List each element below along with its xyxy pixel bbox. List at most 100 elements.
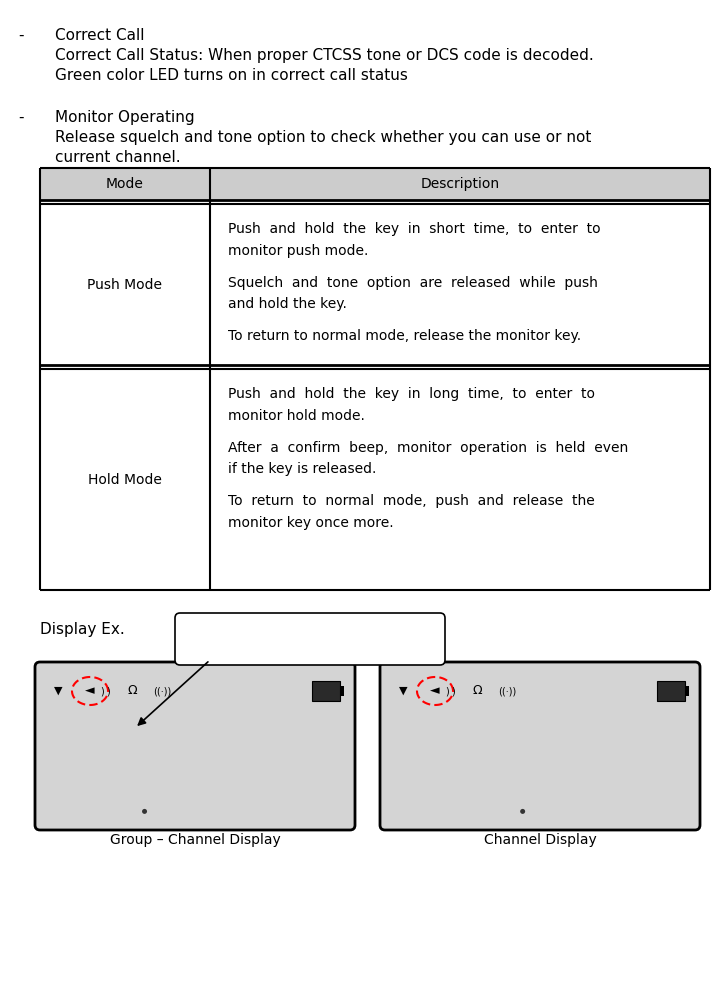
Polygon shape	[420, 786, 422, 815]
Polygon shape	[420, 749, 422, 786]
Text: ((·)): ((·))	[498, 686, 516, 696]
Text: ): )	[445, 686, 449, 696]
Polygon shape	[249, 813, 274, 815]
Polygon shape	[493, 786, 494, 815]
Polygon shape	[340, 786, 341, 815]
Polygon shape	[594, 813, 619, 815]
Polygon shape	[114, 786, 116, 815]
Polygon shape	[315, 749, 340, 751]
Polygon shape	[559, 786, 561, 815]
Polygon shape	[174, 749, 176, 786]
Polygon shape	[684, 786, 687, 815]
Polygon shape	[594, 749, 619, 751]
Polygon shape	[50, 784, 75, 788]
Text: current channel.: current channel.	[55, 150, 181, 165]
Polygon shape	[282, 784, 306, 788]
Polygon shape	[486, 749, 488, 786]
Polygon shape	[684, 749, 687, 786]
Polygon shape	[50, 749, 75, 751]
Polygon shape	[528, 749, 553, 751]
Polygon shape	[181, 749, 183, 786]
Polygon shape	[528, 813, 553, 815]
Polygon shape	[40, 168, 710, 200]
Polygon shape	[652, 786, 654, 815]
Polygon shape	[493, 749, 494, 786]
Text: Monitor Operating: Monitor Operating	[55, 110, 194, 125]
Polygon shape	[216, 813, 240, 815]
Polygon shape	[429, 749, 453, 751]
Polygon shape	[627, 813, 652, 815]
Text: Group – Channel Display: Group – Channel Display	[110, 833, 280, 847]
Text: To  return  to  normal  mode,  push  and  release  the: To return to normal mode, push and relea…	[228, 494, 595, 508]
Text: ▼: ▼	[399, 686, 407, 696]
Polygon shape	[84, 784, 108, 788]
Polygon shape	[625, 749, 627, 786]
Polygon shape	[561, 813, 585, 815]
Polygon shape	[459, 786, 462, 815]
Polygon shape	[150, 813, 174, 815]
Polygon shape	[627, 749, 652, 751]
Polygon shape	[494, 749, 519, 751]
Text: Push  and  hold  the  key  in  long  time,  to  enter  to: Push and hold the key in long time, to e…	[228, 387, 595, 401]
Text: Monitor On Indicator: Monitor On Indicator	[232, 632, 389, 647]
Polygon shape	[340, 749, 341, 786]
Polygon shape	[280, 786, 282, 815]
Polygon shape	[395, 749, 420, 751]
FancyBboxPatch shape	[312, 681, 340, 701]
Polygon shape	[280, 749, 282, 786]
Polygon shape	[592, 749, 594, 786]
Polygon shape	[207, 786, 210, 815]
Text: ): )	[106, 686, 110, 696]
Polygon shape	[519, 749, 521, 786]
Polygon shape	[658, 749, 660, 786]
Text: ◄: ◄	[430, 684, 440, 698]
Polygon shape	[459, 749, 462, 786]
Polygon shape	[528, 784, 553, 788]
Polygon shape	[526, 786, 528, 815]
Text: Hold Mode: Hold Mode	[88, 473, 162, 487]
FancyBboxPatch shape	[657, 681, 685, 701]
Text: Push  and  hold  the  key  in  short  time,  to  enter  to: Push and hold the key in short time, to …	[228, 222, 601, 236]
Polygon shape	[214, 749, 216, 786]
Polygon shape	[183, 784, 207, 788]
Polygon shape	[462, 749, 486, 751]
Polygon shape	[519, 786, 521, 815]
Polygon shape	[82, 749, 84, 786]
Text: To return to normal mode, release the monitor key.: To return to normal mode, release the mo…	[228, 329, 581, 343]
Polygon shape	[282, 813, 306, 815]
Text: ): )	[100, 686, 104, 696]
Polygon shape	[214, 786, 216, 815]
FancyBboxPatch shape	[35, 662, 355, 830]
Polygon shape	[306, 786, 309, 815]
Polygon shape	[116, 813, 141, 815]
Polygon shape	[462, 784, 486, 788]
Polygon shape	[561, 784, 585, 788]
Text: Push Mode: Push Mode	[87, 278, 162, 292]
Polygon shape	[652, 749, 654, 786]
Polygon shape	[108, 786, 110, 815]
Text: ◄: ◄	[85, 684, 95, 698]
Text: -: -	[18, 28, 23, 43]
FancyBboxPatch shape	[340, 686, 344, 696]
Polygon shape	[453, 749, 455, 786]
Polygon shape	[627, 784, 652, 788]
Polygon shape	[282, 749, 306, 751]
Polygon shape	[553, 786, 554, 815]
Text: monitor hold mode.: monitor hold mode.	[228, 408, 365, 422]
Polygon shape	[660, 784, 684, 788]
Polygon shape	[427, 786, 429, 815]
Polygon shape	[249, 749, 274, 751]
Circle shape	[520, 809, 525, 814]
Polygon shape	[183, 749, 207, 751]
FancyBboxPatch shape	[380, 662, 700, 830]
Polygon shape	[429, 784, 453, 788]
Polygon shape	[486, 786, 488, 815]
Polygon shape	[141, 749, 143, 786]
Polygon shape	[216, 784, 240, 788]
Text: Display Ex.: Display Ex.	[40, 622, 124, 637]
Polygon shape	[48, 786, 50, 815]
Polygon shape	[594, 784, 619, 788]
Polygon shape	[561, 749, 585, 751]
Text: Green color LED turns on in correct call status: Green color LED turns on in correct call…	[55, 68, 408, 83]
Text: Ω: Ω	[127, 684, 137, 698]
